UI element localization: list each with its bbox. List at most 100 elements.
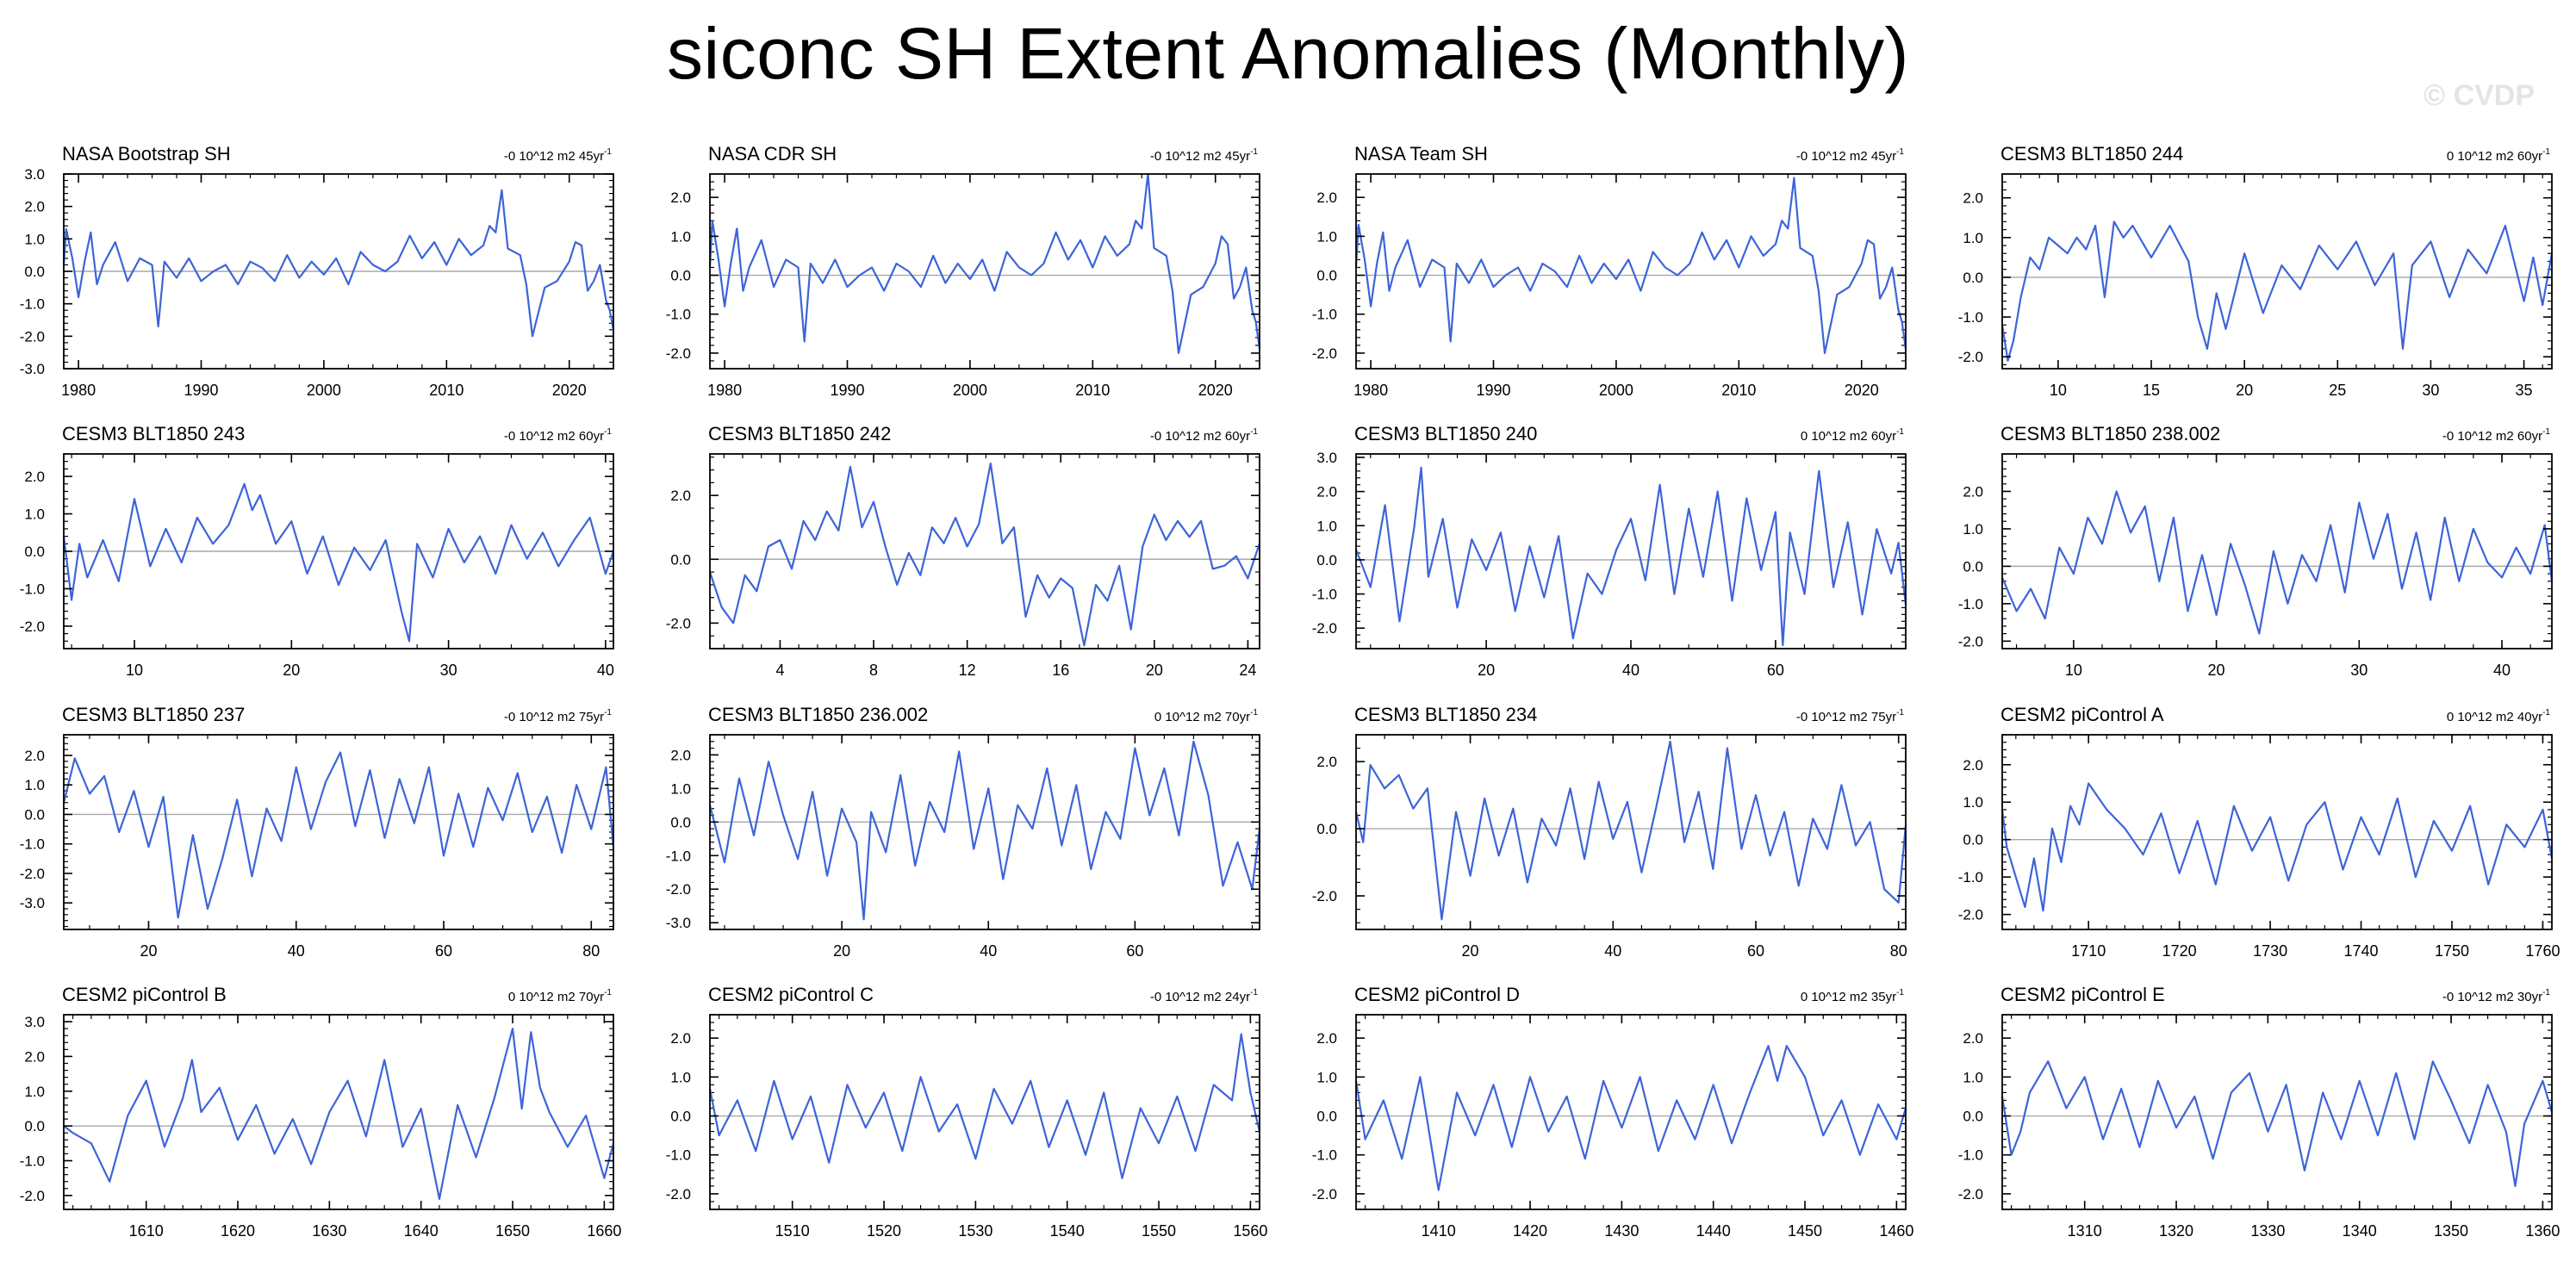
panel-title: CESM2 piControl D (1354, 984, 1520, 1005)
plot-frame (709, 734, 1260, 930)
x-tick-label: 2020 (1845, 382, 1879, 399)
x-tick-label: 1640 (404, 1222, 439, 1240)
y-tick-label: 1.0 (1316, 518, 1337, 534)
panel-5: CESM3 BLT1850 243 -0 10^12 m2 60yr-1 10 20 3… (20, 423, 615, 679)
y-tick-label: -2.0 (1958, 349, 1983, 365)
x-tick-label: 20 (833, 942, 850, 960)
x-tick-label: 40 (2493, 662, 2511, 679)
panel-1: NASA Bootstrap SH -0 10^12 m2 45yr-1 1980 1… (20, 143, 615, 399)
y-tick-label: -3.0 (20, 361, 45, 377)
y-tick-label: -2.0 (666, 881, 691, 898)
y-tick-label: 1.0 (1316, 1069, 1337, 1085)
x-tick-label: 30 (2422, 382, 2439, 399)
x-tick-label: 1340 (2343, 1222, 2377, 1240)
panel-title: CESM2 piControl A (2000, 704, 2164, 725)
panel-3: NASA Team SH -0 10^12 m2 45yr-1 1980 1990 20… (1312, 143, 1907, 399)
y-tick-label: -1.0 (1958, 309, 1983, 326)
x-tick-label: 1610 (129, 1222, 164, 1240)
x-tick-label: 20 (2236, 382, 2253, 399)
x-tick-label: 1990 (830, 382, 864, 399)
panel-title: NASA CDR SH (708, 143, 837, 165)
y-tick-label: 1.0 (24, 777, 45, 793)
anomaly-series (1354, 740, 1907, 921)
y-tick-label: 0.0 (670, 268, 691, 284)
trend-label: -0 10^12 m2 45yr-1 (1796, 147, 1905, 164)
anomaly-series (63, 1027, 615, 1201)
x-tick-label: 1990 (1476, 382, 1510, 399)
x-tick-label: 15 (2143, 382, 2160, 399)
x-tick-label: 1710 (2071, 942, 2106, 960)
y-tick-label: -2.0 (1958, 633, 1983, 649)
y-tick-label: -1.0 (666, 1147, 691, 1164)
x-tick-label: 10 (126, 662, 143, 679)
y-tick-label: 3.0 (24, 166, 45, 183)
anomaly-series (1354, 177, 1907, 354)
x-tick-label: 40 (597, 662, 614, 679)
y-tick-label: 0.0 (1316, 552, 1337, 569)
y-tick-label: -1.0 (1958, 869, 1983, 886)
panel-title: NASA Team SH (1354, 143, 1488, 165)
x-tick-label: 80 (582, 942, 600, 960)
x-tick-label: 10 (2065, 662, 2082, 679)
panel-8: CESM3 BLT1850 238.002 -0 10^12 m2 60yr-1 1… (1958, 423, 2554, 679)
panel-7: CESM3 BLT1850 240 0 10^12 m2 60yr-1 20 40 60… (1312, 423, 1907, 679)
plot-frame (2001, 453, 2553, 649)
panel-16: CESM2 piControl E -0 10^12 m2 30yr-1 1310 1… (1958, 984, 2560, 1240)
panel-title: CESM3 BLT1850 234 (1354, 704, 1537, 725)
y-tick-label: 2.0 (1963, 483, 1983, 500)
anomaly-series (708, 462, 1261, 647)
panel-10: CESM3 BLT1850 236.002 0 10^12 m2 70yr-1 20… (666, 704, 1261, 960)
x-tick-label: 60 (435, 942, 452, 960)
x-tick-label: 1550 (1142, 1222, 1176, 1240)
y-tick-label: 2.0 (24, 748, 45, 764)
trend-label: -0 10^12 m2 75yr-1 (1796, 708, 1905, 724)
y-tick-label: -1.0 (1312, 587, 1337, 603)
y-tick-label: 1.0 (24, 231, 45, 247)
y-tick-label: 0.0 (1316, 1109, 1337, 1125)
x-tick-label: 2020 (1198, 382, 1233, 399)
x-tick-label: 1750 (2435, 942, 2469, 960)
y-tick-label: 0.0 (1963, 558, 1983, 575)
y-tick-label: -2.0 (20, 328, 45, 345)
x-tick-label: 1310 (2068, 1222, 2102, 1240)
x-tick-label: 1420 (1513, 1222, 1547, 1240)
anomaly-series (2000, 490, 2554, 635)
panel-title: CESM3 BLT1850 236.002 (708, 704, 928, 725)
trend-label: -0 10^12 m2 60yr-1 (1150, 427, 1259, 444)
plot-frame (63, 173, 614, 370)
x-tick-label: 2020 (552, 382, 587, 399)
y-tick-label: 1.0 (1316, 228, 1337, 245)
x-tick-label: 1980 (61, 382, 96, 399)
x-tick-label: 30 (2350, 662, 2368, 679)
y-tick-label: 3.0 (1316, 450, 1337, 466)
y-tick-label: 3.0 (24, 1014, 45, 1030)
y-tick-label: 0.0 (1963, 270, 1983, 286)
panel-9: CESM3 BLT1850 237 -0 10^12 m2 75yr-1 20 40 6… (20, 704, 615, 960)
panel-15: CESM2 piControl D 0 10^12 m2 35yr-1 1410 14… (1312, 984, 1914, 1240)
x-tick-label: 1560 (1233, 1222, 1267, 1240)
anomaly-series (708, 172, 1261, 354)
trend-label: -0 10^12 m2 45yr-1 (1150, 147, 1259, 164)
x-tick-label: 1620 (221, 1222, 255, 1240)
y-tick-label: -1.0 (666, 307, 691, 323)
y-tick-label: 1.0 (1963, 521, 1983, 538)
x-tick-label: 1440 (1696, 1222, 1731, 1240)
x-tick-label: 2000 (953, 382, 987, 399)
panel-title: CESM3 BLT1850 237 (62, 704, 245, 725)
y-tick-label: -1.0 (20, 296, 45, 313)
y-tick-label: 2.0 (24, 469, 45, 485)
x-tick-label: 1330 (2250, 1222, 2285, 1240)
plot-frame (709, 173, 1260, 370)
x-tick-label: 1650 (495, 1222, 530, 1240)
y-tick-label: 0.0 (1963, 832, 1983, 848)
y-tick-label: -2.0 (1958, 1186, 1983, 1203)
trend-label: 0 10^12 m2 70yr-1 (508, 988, 613, 1004)
x-tick-label: 1520 (867, 1222, 901, 1240)
plot-frame (63, 453, 614, 649)
panel-13: CESM2 piControl B 0 10^12 m2 70yr-1 1610 16… (20, 984, 622, 1240)
y-tick-label: 0.0 (24, 544, 45, 560)
y-tick-label: 0.0 (670, 1109, 691, 1125)
plot-frame (63, 734, 614, 930)
anomaly-series (1354, 1045, 1907, 1191)
x-tick-label: 40 (1622, 662, 1640, 679)
